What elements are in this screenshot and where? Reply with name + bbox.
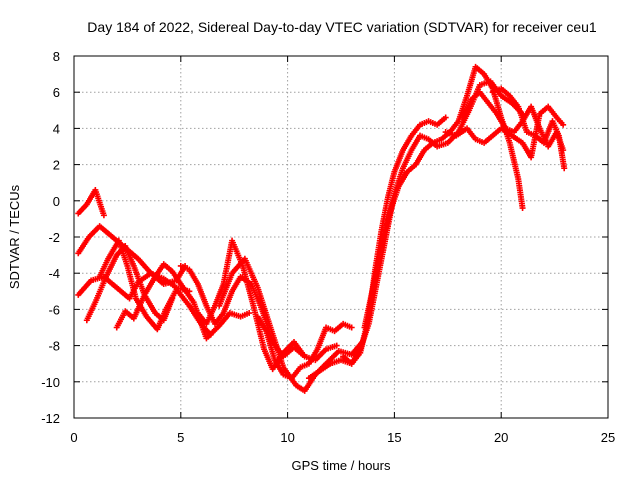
- x-tick-label: 20: [494, 430, 508, 445]
- data-point: [442, 114, 449, 121]
- y-tick-label: 8: [53, 49, 60, 64]
- series-sat-n: [442, 103, 567, 161]
- series-sat-a: [75, 186, 107, 219]
- y-tick-label: -12: [41, 411, 60, 426]
- x-tick-label: 5: [177, 430, 184, 445]
- x-tick-label: 25: [601, 430, 615, 445]
- y-axis-label: SDTVAR / TECUs: [7, 184, 22, 289]
- data-point: [519, 205, 526, 212]
- series-sat-m: [361, 63, 526, 331]
- data-point: [348, 324, 355, 331]
- y-tick-label: 0: [53, 194, 60, 209]
- y-tick-label: -2: [48, 230, 60, 245]
- y-tick-label: -4: [48, 266, 60, 281]
- data-point: [100, 212, 107, 219]
- y-tick-label: -8: [48, 339, 60, 354]
- series-sat-k: [305, 114, 449, 382]
- series-sat-p: [489, 85, 568, 172]
- data-points: [75, 63, 568, 394]
- y-tick-label: 2: [53, 158, 60, 173]
- series-sat-j: [254, 313, 355, 382]
- data-point: [246, 310, 253, 317]
- x-tick-label: 0: [70, 430, 77, 445]
- x-tick-label: 15: [387, 430, 401, 445]
- x-tick-label: 10: [280, 430, 294, 445]
- data-point: [561, 165, 568, 172]
- y-tick-label: -10: [41, 375, 60, 390]
- axis-ticks: 0 5 10 15 20 25 -12 -10 -8 -6 -4 -2 0 2 4 6 8: [41, 49, 615, 445]
- chart-title: Day 184 of 2022, Sidereal Day-to-day VTE…: [87, 19, 597, 35]
- series-sat-d: [83, 243, 176, 324]
- y-tick-label: -6: [48, 302, 60, 317]
- data-point: [333, 342, 340, 349]
- y-tick-label: 6: [53, 85, 60, 100]
- data-point: [560, 121, 567, 128]
- x-axis-label: GPS time / hours: [292, 458, 391, 473]
- y-tick-label: 4: [53, 121, 60, 136]
